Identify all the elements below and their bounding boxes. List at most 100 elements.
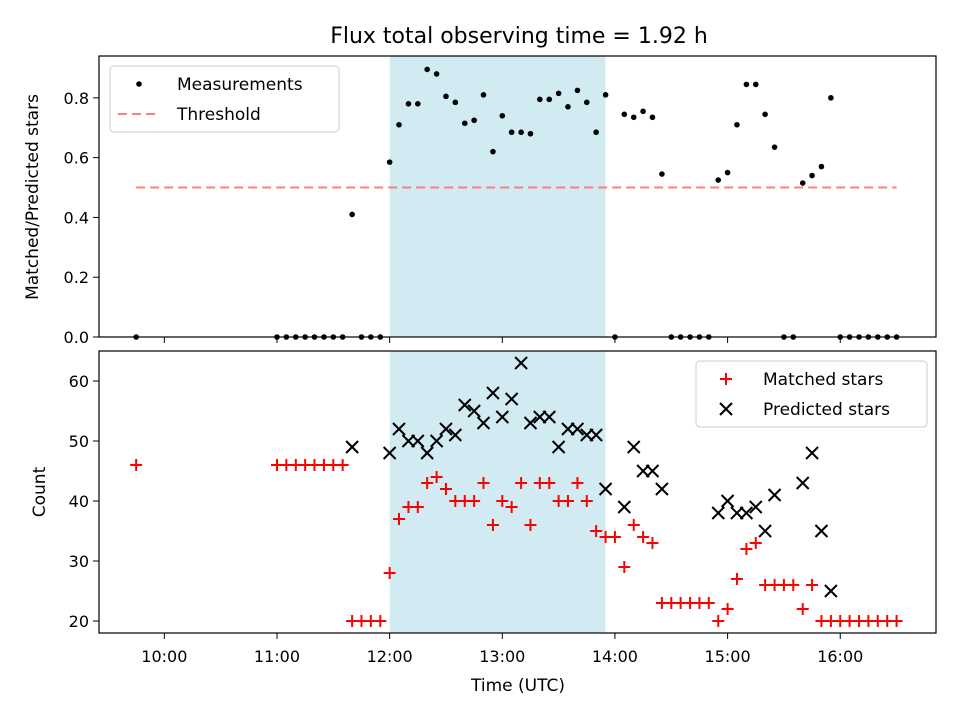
measurement-point xyxy=(583,99,590,106)
measurement-point xyxy=(602,92,609,98)
predicted-star-point xyxy=(467,404,481,418)
predicted-star-point xyxy=(720,494,735,508)
measurement-point xyxy=(659,171,665,177)
legend-marker-matched-stars xyxy=(720,373,732,385)
y-tick-label: 0.0 xyxy=(64,328,89,347)
x-tick-label: 10:00 xyxy=(141,647,187,666)
predicted-star-point xyxy=(645,464,660,478)
predicted-star-point xyxy=(627,440,641,454)
matched-star-point xyxy=(411,501,424,513)
measurement-point xyxy=(762,111,768,118)
predicted-star-point xyxy=(504,392,519,406)
measurement-point xyxy=(508,129,515,136)
measurement-point xyxy=(480,92,487,98)
matched-star-point xyxy=(383,567,396,579)
measurement-point xyxy=(433,71,440,77)
y-tick-label: 40 xyxy=(69,492,89,511)
top-panel: 0.00.20.40.60.8 Matched/Predicted stars … xyxy=(23,55,937,347)
predicted-star-point xyxy=(542,410,556,424)
measurement-point xyxy=(799,180,806,186)
matched-star-point xyxy=(336,459,349,471)
matched-star-point xyxy=(749,537,762,549)
matched-star-point xyxy=(430,471,443,483)
measurement-point xyxy=(415,101,421,107)
x-stroke-b xyxy=(655,482,669,496)
predicted-star-point xyxy=(486,386,500,400)
measurement-point xyxy=(396,121,402,128)
legend-marker-measurements xyxy=(136,81,142,87)
legend-marker-predicted-stars xyxy=(719,402,733,416)
top-axes-frame xyxy=(98,55,937,338)
bottom-legend-box xyxy=(695,360,928,428)
measurement-point xyxy=(461,120,468,127)
measurement-point xyxy=(743,81,750,88)
measurement-point xyxy=(349,211,355,218)
measurement-point xyxy=(499,112,506,119)
x-stroke-b xyxy=(486,386,500,400)
measurement-point xyxy=(518,129,524,136)
predicted-star-point xyxy=(617,500,632,514)
predicted-star-point xyxy=(758,524,772,538)
x-tick-label: 13:00 xyxy=(479,647,525,666)
matched-star-point xyxy=(702,597,715,609)
x-stroke-b xyxy=(805,446,819,460)
matched-star-point xyxy=(796,603,809,615)
matched-stars-series xyxy=(130,459,903,627)
matched-star-point xyxy=(374,615,387,627)
predicted-star-point xyxy=(589,428,603,442)
bottom-x-ticks: 10:00 11:00 12:00 13:00 14:00 15:00 16:00 xyxy=(141,633,863,666)
x-stroke-b xyxy=(458,398,472,412)
x-stroke-b xyxy=(429,434,444,448)
measurement-point xyxy=(649,114,656,121)
x-tick-label: 14:00 xyxy=(592,647,638,666)
measurement-point xyxy=(630,114,637,121)
matched-star-point xyxy=(806,579,819,591)
predicted-star-point xyxy=(439,422,453,436)
x-stroke-b xyxy=(617,500,632,514)
x-stroke-b xyxy=(758,524,772,538)
measurement-point xyxy=(593,129,599,136)
measurement-point xyxy=(828,95,834,101)
x-tick-label: 16:00 xyxy=(817,647,863,666)
measurement-point xyxy=(424,66,430,73)
bottom-legend: Matched stars Predicted stars xyxy=(695,360,928,428)
top-y-ticks: 0.0 0.2 0.4 0.6 0.8 xyxy=(64,89,99,347)
predicted-star-point xyxy=(392,422,406,436)
measurement-point xyxy=(471,117,477,124)
y-tick-label: 30 xyxy=(69,552,89,571)
y-tick-label: 0.8 xyxy=(64,89,89,108)
matched-star-point xyxy=(468,495,481,507)
matched-star-point xyxy=(646,537,659,549)
x-stroke-b xyxy=(523,416,538,430)
measurement-point xyxy=(621,111,628,118)
matched-star-point xyxy=(392,513,405,525)
matched-star-point xyxy=(571,477,584,489)
matched-star-point xyxy=(712,615,725,627)
measurement-point xyxy=(386,159,393,165)
x-stroke-b xyxy=(814,524,829,538)
predicted-star-point xyxy=(730,506,744,520)
matched-star-point xyxy=(627,519,640,531)
predicted-star-point xyxy=(551,440,566,454)
matched-star-point xyxy=(740,543,753,555)
top-y-axis-label: Matched/Predicted stars xyxy=(23,94,43,300)
measurement-point xyxy=(734,121,740,128)
predicted-star-point xyxy=(767,488,782,502)
bottom-shaded-interval xyxy=(389,351,606,633)
matched-star-point xyxy=(561,495,574,507)
measurement-point xyxy=(565,104,571,110)
predicted-star-point xyxy=(523,416,538,430)
y-tick-label: 0.2 xyxy=(64,268,89,287)
x-stroke-b xyxy=(570,422,585,436)
predicted-star-point xyxy=(805,446,819,460)
matched-star-point xyxy=(421,477,434,489)
predicted-star-point xyxy=(796,476,810,490)
matched-star-point xyxy=(618,561,631,573)
x-stroke-b xyxy=(739,506,754,520)
predicted-star-point xyxy=(711,506,725,520)
predicted-star-point xyxy=(382,446,397,460)
x-stroke-b xyxy=(533,410,547,424)
predicted-star-point xyxy=(814,524,829,538)
chart-title: Flux total observing time = 1.92 h xyxy=(330,24,708,49)
measurement-point xyxy=(546,96,553,103)
